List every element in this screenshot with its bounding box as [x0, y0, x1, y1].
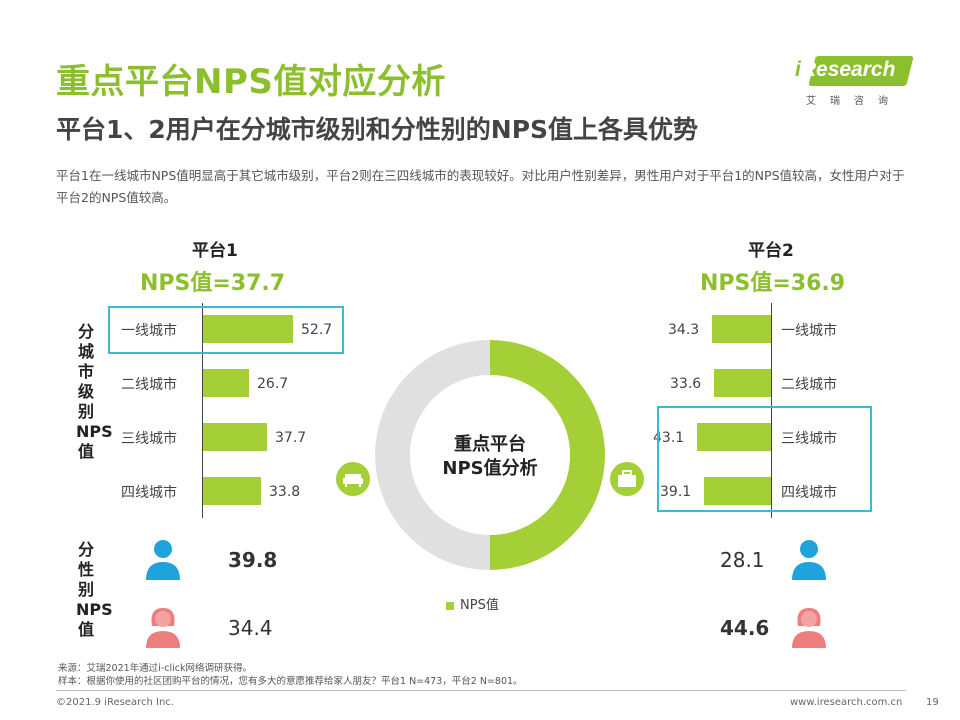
- bar-value-label: 34.3: [668, 322, 700, 338]
- donut-center-line2: NPS值分析: [442, 457, 537, 479]
- bar-4: [203, 477, 261, 505]
- platform1-nps: NPS值=37.7: [140, 271, 286, 296]
- bar-3: [203, 423, 267, 451]
- p2-axis-line: [771, 303, 772, 518]
- p2-highlight-box: [657, 406, 872, 512]
- page-title: 重点平台NPS值对应分析: [56, 62, 446, 102]
- bar-value-label: 37.7: [275, 430, 307, 446]
- bar-value-label: 26.7: [257, 376, 289, 392]
- source-note: 来源：艾瑞2021年通过i-click网络调研获得。 样本：根据你使用的社区团购…: [58, 662, 523, 688]
- nps-donut-chart: 重点平台 NPS值分析: [375, 340, 605, 570]
- female-icon: [792, 608, 826, 648]
- website-url: www.iresearch.com.cn: [790, 697, 903, 708]
- p2-male-nps: 28.1: [720, 548, 765, 572]
- page-number: 19: [926, 697, 939, 708]
- p2-female-nps: 44.6: [720, 616, 770, 640]
- legend-label: NPS值: [460, 598, 499, 613]
- male-icon: [792, 540, 826, 580]
- logo-wordmark: iResearch: [795, 58, 895, 82]
- bar-3: [697, 423, 771, 451]
- logo-chinese: 艾瑞咨询: [806, 96, 902, 107]
- category-label: 二线城市: [121, 377, 177, 393]
- source-line: 来源：艾瑞2021年通过i-click网络调研获得。: [58, 663, 252, 674]
- category-label: 三线城市: [121, 431, 177, 447]
- donut-slice-platform2: [375, 340, 490, 570]
- p1-male-nps: 39.8: [228, 548, 278, 572]
- platform2-name: 平台2: [748, 241, 794, 261]
- gender-axis-label: 分性别NPS值: [76, 540, 113, 639]
- briefcase-icon: [610, 462, 644, 496]
- donut-legend: NPS值: [446, 594, 499, 613]
- p1-female-nps: 34.4: [228, 616, 273, 640]
- female-icon: [146, 608, 180, 648]
- category-label: 一线城市: [121, 323, 177, 339]
- platform2-nps: NPS值=36.9: [700, 271, 846, 296]
- page-description: 平台1在一线城市NPS值明显高于其它城市级别，平台2则在三四线城市的表现较好。对…: [56, 168, 905, 205]
- city-axis-label: 分城市级别NPS值: [76, 322, 113, 461]
- sample-line: 样本：根据你使用的社区团购平台的情况，您有多大的意愿推荐给家人朋友？平台1 N=…: [58, 676, 523, 687]
- category-label: 四线城市: [121, 485, 177, 501]
- male-icon: [146, 540, 180, 580]
- p1-highlight-box: [108, 306, 344, 354]
- sofa-icon: [336, 462, 370, 496]
- bar-value-label: 33.8: [269, 484, 301, 500]
- category-label: 一线城市: [781, 323, 837, 339]
- bar-1: [203, 315, 293, 343]
- bar-4: [704, 477, 771, 505]
- logo-i: i: [795, 58, 801, 81]
- category-label: 四线城市: [781, 485, 837, 501]
- footer-divider: [56, 690, 906, 691]
- logo-rest: Research: [800, 58, 896, 81]
- bar-2: [714, 369, 771, 397]
- bar-value-label: 43.1: [653, 430, 685, 446]
- bar-value-label: 39.1: [660, 484, 692, 500]
- p1-axis-line: [202, 303, 203, 518]
- bar-value-label: 33.6: [670, 376, 702, 392]
- bar-2: [203, 369, 249, 397]
- donut-center-line1: 重点平台: [454, 433, 526, 455]
- category-label: 三线城市: [781, 431, 837, 447]
- bar-value-label: 52.7: [301, 322, 333, 338]
- category-label: 二线城市: [781, 377, 837, 393]
- copyright: ©2021.9 iResearch Inc.: [56, 697, 174, 708]
- donut-slice-platform1: [490, 340, 605, 570]
- legend-swatch: [446, 601, 454, 610]
- platform1-name: 平台1: [192, 241, 238, 261]
- bar-1: [712, 315, 771, 343]
- page-subtitle: 平台1、2用户在分城市级别和分性别的NPS值上各具优势: [56, 115, 699, 144]
